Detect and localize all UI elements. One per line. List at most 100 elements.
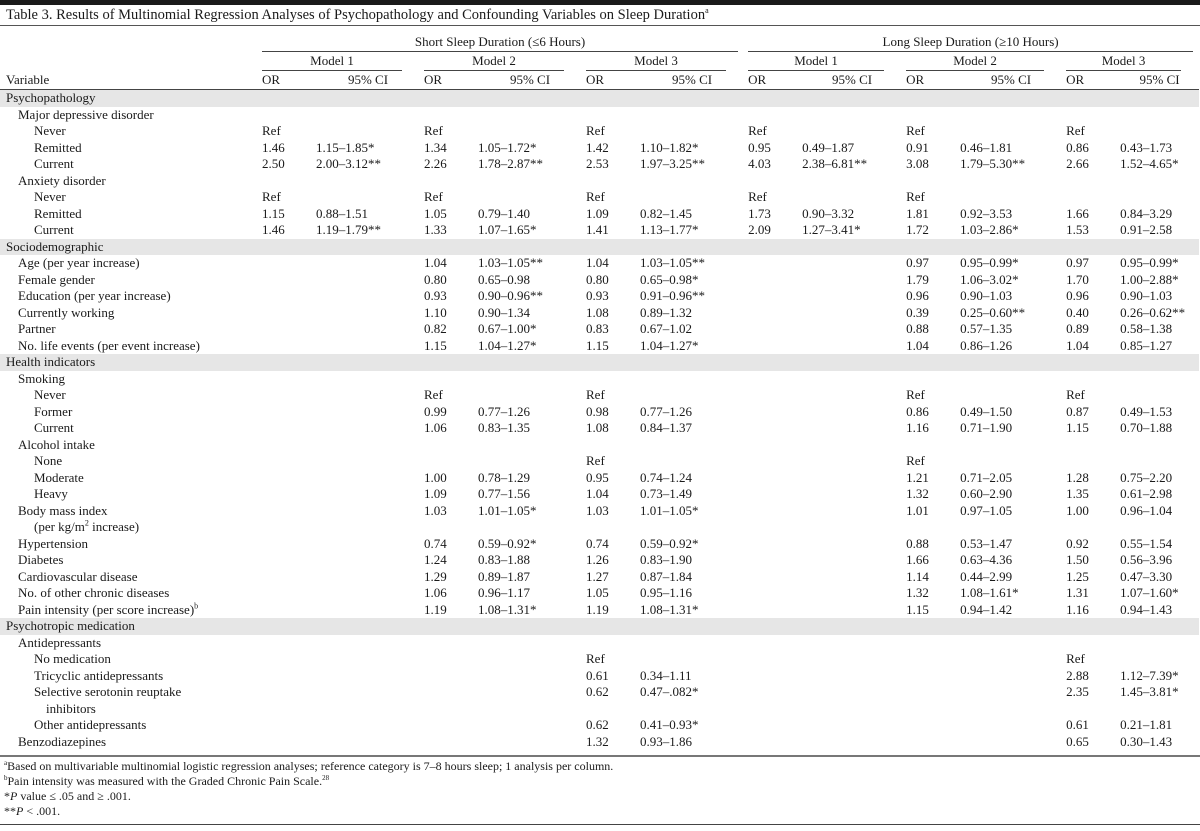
- ci-cell: [474, 618, 582, 635]
- variable-label-text: Current: [34, 420, 74, 435]
- ci-cell: [312, 387, 420, 404]
- footnote-mark: b: [4, 774, 8, 782]
- or-cell: [258, 536, 312, 553]
- or-cell: [744, 585, 798, 602]
- ci-cell: [798, 569, 902, 586]
- or-cell: [744, 602, 798, 619]
- or-cell: 1.19: [424, 601, 447, 617]
- ci-cell: 0.47–3.30: [1120, 568, 1173, 584]
- variable-label-text: Age (per year increase): [18, 255, 140, 270]
- ci-cell: 0.78–1.29: [478, 469, 530, 485]
- table-row: No medication Ref Ref: [0, 651, 1199, 668]
- ci-cell: [798, 486, 902, 503]
- ci-cell: [312, 668, 420, 685]
- or-cell: [744, 420, 798, 437]
- variable-label: Body mass index: [0, 503, 258, 520]
- or-header: OR: [744, 71, 799, 90]
- table-row: Heavy 1.09 0.77–1.56 1.04 0.73–1.49 1.32 0.60–…: [0, 486, 1199, 503]
- or-cell: 1.03: [586, 502, 609, 518]
- ci-cell: [474, 371, 582, 388]
- or-cell: [258, 404, 312, 421]
- or-cell: 0.88: [906, 321, 929, 336]
- or-cell: [258, 238, 312, 255]
- or-cell: [258, 701, 312, 718]
- ci-cell: [312, 107, 420, 124]
- ci-cell: [798, 503, 902, 520]
- or-cell: [744, 701, 798, 718]
- ci-cell: 1.08–1.31*: [478, 601, 537, 617]
- ci-cell: [798, 651, 902, 668]
- ci-cell: [956, 618, 1063, 635]
- ci-cell: 0.90–1.03: [1120, 288, 1173, 303]
- ci-cell: 0.59–0.92*: [478, 535, 537, 551]
- or-cell: 2.66: [1066, 156, 1089, 171]
- or-cell: [902, 717, 956, 734]
- or-cell: Ref: [586, 453, 605, 468]
- ci-cell: [798, 684, 902, 701]
- or-cell: Ref: [586, 387, 605, 402]
- table-row: Education (per year increase) 0.93 0.90–0.…: [0, 288, 1199, 305]
- footnote-rule: [0, 755, 1200, 757]
- ci-cell: [312, 404, 420, 421]
- section-row: Psychopathology: [0, 89, 1200, 107]
- or-cell: [744, 321, 798, 338]
- ci-cell: [312, 255, 420, 272]
- ci-cell: [312, 288, 420, 305]
- or-cell: 1.66: [1066, 205, 1089, 221]
- table-row: Current 1.46 1.19–1.79** 1.33 1.07–1.65* 1.41…: [0, 222, 1199, 239]
- or-cell: [258, 552, 312, 569]
- or-cell: 1.27: [586, 568, 609, 584]
- or-cell: [744, 107, 798, 124]
- variable-label-text: Current: [34, 156, 74, 171]
- variable-label: Currently working: [0, 305, 258, 322]
- or-cell: 0.93: [424, 288, 447, 303]
- ci-cell: [636, 107, 744, 124]
- or-cell: [420, 701, 474, 718]
- or-cell: Ref: [586, 123, 605, 138]
- variable-label-text: Psychotropic medication: [6, 618, 135, 633]
- variable-label-text: Heavy: [34, 486, 68, 501]
- section-row: Health indicators: [0, 354, 1200, 371]
- or-cell: 1.09: [424, 486, 447, 501]
- variable-label: Remitted: [0, 140, 258, 157]
- variable-label: Moderate: [0, 470, 258, 487]
- variable-label: Female gender: [0, 272, 258, 289]
- ci-cell: 1.05–1.72*: [478, 139, 537, 155]
- table-row: Moderate 1.00 0.78–1.29 0.95 0.74–1.24 1.21 0.…: [0, 470, 1199, 487]
- variable-label: Partner: [0, 321, 258, 338]
- variable-label-text: (per kg/m: [34, 519, 85, 534]
- ci-cell: 0.63–4.36: [960, 552, 1013, 567]
- ci-cell: [474, 123, 582, 140]
- or-cell: 0.74: [424, 535, 447, 551]
- ci-cell: 1.07–1.65*: [478, 222, 537, 237]
- title-footnote-mark: a: [705, 6, 709, 15]
- or-cell: Ref: [424, 387, 443, 402]
- ci-cell: [312, 486, 420, 503]
- ci-cell: 0.60–2.90: [960, 486, 1013, 501]
- ci-cell: 1.01–1.05*: [478, 502, 537, 518]
- or-cell: 1.26: [586, 552, 609, 567]
- table-row: Partner 0.82 0.67–1.00* 0.83 0.67–1.02 0.88 0.…: [0, 321, 1199, 338]
- variable-label: None: [0, 453, 258, 470]
- table-title-text: Table 3. Results of Multinomial Regressi…: [6, 6, 706, 23]
- ci-cell: [1116, 354, 1200, 371]
- or-cell: [582, 618, 636, 635]
- ci-cell: 0.90–1.34: [478, 304, 530, 320]
- ci-cell: [312, 420, 420, 437]
- ci-cell: [636, 651, 744, 668]
- ci-cell: [956, 371, 1062, 388]
- or-cell: Ref: [906, 189, 925, 204]
- superscript: b: [194, 601, 199, 611]
- ci-cell: [474, 651, 582, 668]
- or-cell: 1.04: [424, 255, 447, 270]
- ci-cell: [798, 371, 902, 388]
- or-cell: [902, 371, 956, 388]
- or-cell: [420, 651, 474, 668]
- or-cell: 1.04: [586, 255, 609, 270]
- ci-cell: 0.53–1.47: [960, 535, 1013, 551]
- table-row: Cardiovascular disease 1.29 0.89–1.87 1.27 0…: [0, 569, 1199, 586]
- variable-label: Health indicators: [0, 354, 258, 371]
- or-cell: Ref: [748, 123, 767, 138]
- ci-cell: 2.00–3.12**: [316, 156, 381, 171]
- or-cell: [258, 503, 312, 520]
